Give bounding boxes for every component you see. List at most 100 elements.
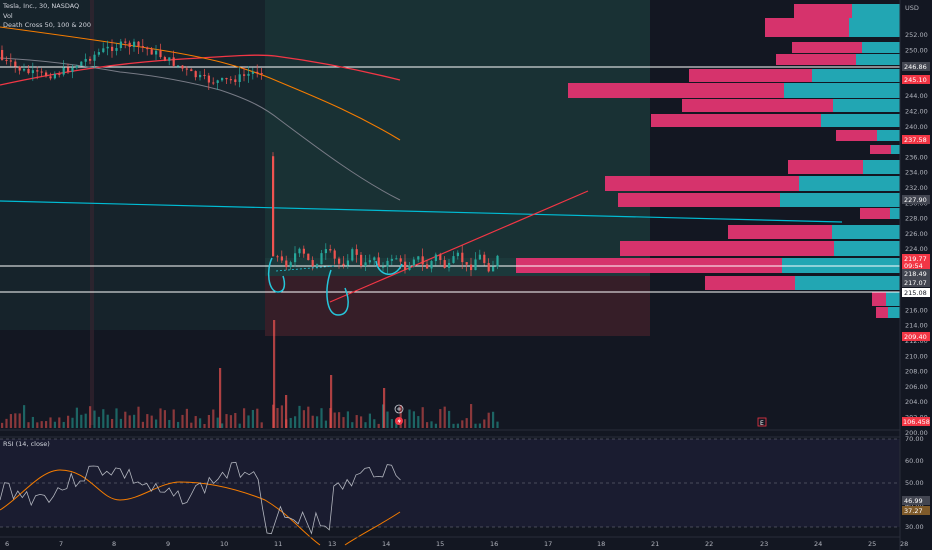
candle-body xyxy=(333,250,336,259)
candle-body xyxy=(404,261,407,270)
candle-body xyxy=(426,264,429,269)
price-axis-label: 224.00 xyxy=(905,245,928,253)
candle-body xyxy=(75,65,78,68)
volume-profile-up xyxy=(852,4,900,21)
volume-profile-down xyxy=(705,276,795,290)
volume-profile-up xyxy=(832,225,900,239)
cup-annotation-3[interactable] xyxy=(375,260,403,275)
candle-body xyxy=(203,74,206,76)
date-axis-label: 11 xyxy=(274,540,282,548)
candle-body xyxy=(194,71,197,78)
candle-body xyxy=(483,254,486,264)
price-axis-label: 206.00 xyxy=(905,383,928,391)
candle-body xyxy=(80,61,83,66)
candle-body xyxy=(5,59,8,61)
lightning-icon[interactable] xyxy=(395,417,403,425)
volume-bar xyxy=(177,421,180,428)
volume-bar xyxy=(27,422,30,428)
candle-body xyxy=(45,72,48,77)
trend-line-cyan[interactable] xyxy=(0,200,843,223)
volume-bar xyxy=(360,416,363,428)
volume-bar xyxy=(243,408,246,428)
candle-body xyxy=(247,73,250,76)
volume-spike xyxy=(285,395,288,428)
candle-body xyxy=(443,260,446,268)
volume-bar xyxy=(342,417,345,428)
legend-symbol[interactable]: Tesla, Inc., 30, NASDAQ xyxy=(3,2,83,10)
candle-body xyxy=(364,262,367,266)
volume-profile-down xyxy=(776,54,856,65)
plus-circle-icon[interactable] xyxy=(394,404,404,414)
trend-line-red[interactable] xyxy=(329,190,589,303)
candle-body xyxy=(465,262,468,265)
candle-body xyxy=(377,257,380,267)
volume-profile-down xyxy=(568,83,784,98)
candle-body xyxy=(141,46,144,48)
candle-body xyxy=(311,260,314,266)
price-candles[interactable] xyxy=(1,38,499,277)
earnings-badge[interactable]: E xyxy=(757,417,767,427)
volume-profile-up xyxy=(834,241,900,256)
candle-body xyxy=(67,67,70,73)
volume-profile-up xyxy=(862,42,900,53)
candle-body xyxy=(128,42,131,48)
volume-profile-down xyxy=(605,176,799,191)
candle-body xyxy=(251,71,254,74)
volume-bar xyxy=(351,422,354,428)
volume-bar xyxy=(238,423,241,428)
cup-annotation-1[interactable] xyxy=(267,257,286,293)
volume-bar xyxy=(355,415,358,428)
price-tag-245: 245.10 xyxy=(904,76,927,84)
candle-body xyxy=(111,46,114,51)
price-axis-label: 234.00 xyxy=(905,169,928,177)
volume-bar xyxy=(256,408,259,428)
volume-bar xyxy=(221,423,224,428)
cup-annotation-2[interactable] xyxy=(326,269,349,316)
candle-body xyxy=(199,74,202,78)
candle-body xyxy=(395,258,398,260)
volume-profile-up xyxy=(821,114,900,127)
legend-vol[interactable]: Vol xyxy=(3,12,17,20)
volume-profile-down xyxy=(689,69,812,82)
price-tag-237: 237.58 xyxy=(904,136,927,144)
price-tag-last: 219.77 xyxy=(904,255,927,263)
volume-bar xyxy=(289,417,292,428)
candle-body xyxy=(221,77,224,81)
volume-bar xyxy=(225,414,228,428)
legend-rsi[interactable]: RSI (14, close) xyxy=(3,440,54,448)
volume-bar xyxy=(452,423,455,428)
rsi-line xyxy=(0,461,401,535)
volume-profile-down xyxy=(870,145,891,154)
volume-bar xyxy=(412,411,415,428)
volume-bar xyxy=(124,411,127,428)
rsi-ma-line xyxy=(0,469,401,546)
volume-bar xyxy=(408,409,411,428)
volume-bar xyxy=(128,415,131,428)
indicator-ma-label: Death Cross 50, 100 & 200 xyxy=(3,21,92,29)
volume-profile-up xyxy=(863,160,900,174)
rsi-tag: 46.99 xyxy=(904,497,923,505)
candle-body xyxy=(448,262,451,268)
candle-body xyxy=(115,48,118,51)
volume-bar xyxy=(333,412,336,428)
volume-bar xyxy=(373,419,376,428)
volume-profile-up xyxy=(795,276,900,290)
volume-bar xyxy=(426,422,429,428)
candle-body xyxy=(470,264,473,271)
volume-bar xyxy=(216,417,219,428)
time-axis-labels[interactable]: 6 7 8 9 10 11 13 14 15 16 17 18 21 22 23 24 25 28 xyxy=(5,540,908,548)
legend-ma[interactable]: Death Cross 50, 100 & 200 xyxy=(3,21,95,29)
volume-profile-up xyxy=(849,18,900,37)
volume-profile-down xyxy=(860,208,890,219)
candle-body xyxy=(320,253,323,265)
volume-bar xyxy=(461,420,464,428)
date-axis-label: 23 xyxy=(760,540,768,548)
currency-label[interactable]: USD xyxy=(905,4,919,12)
volume-bar xyxy=(71,417,74,428)
price-axis-label: 232.00 xyxy=(905,184,928,192)
price-tags: 246.86 245.10 237.58 227.90 219.7709:54 … xyxy=(902,62,932,515)
volume-bar xyxy=(9,414,12,428)
volume-profile-up xyxy=(890,208,900,219)
session-marker xyxy=(90,0,94,425)
